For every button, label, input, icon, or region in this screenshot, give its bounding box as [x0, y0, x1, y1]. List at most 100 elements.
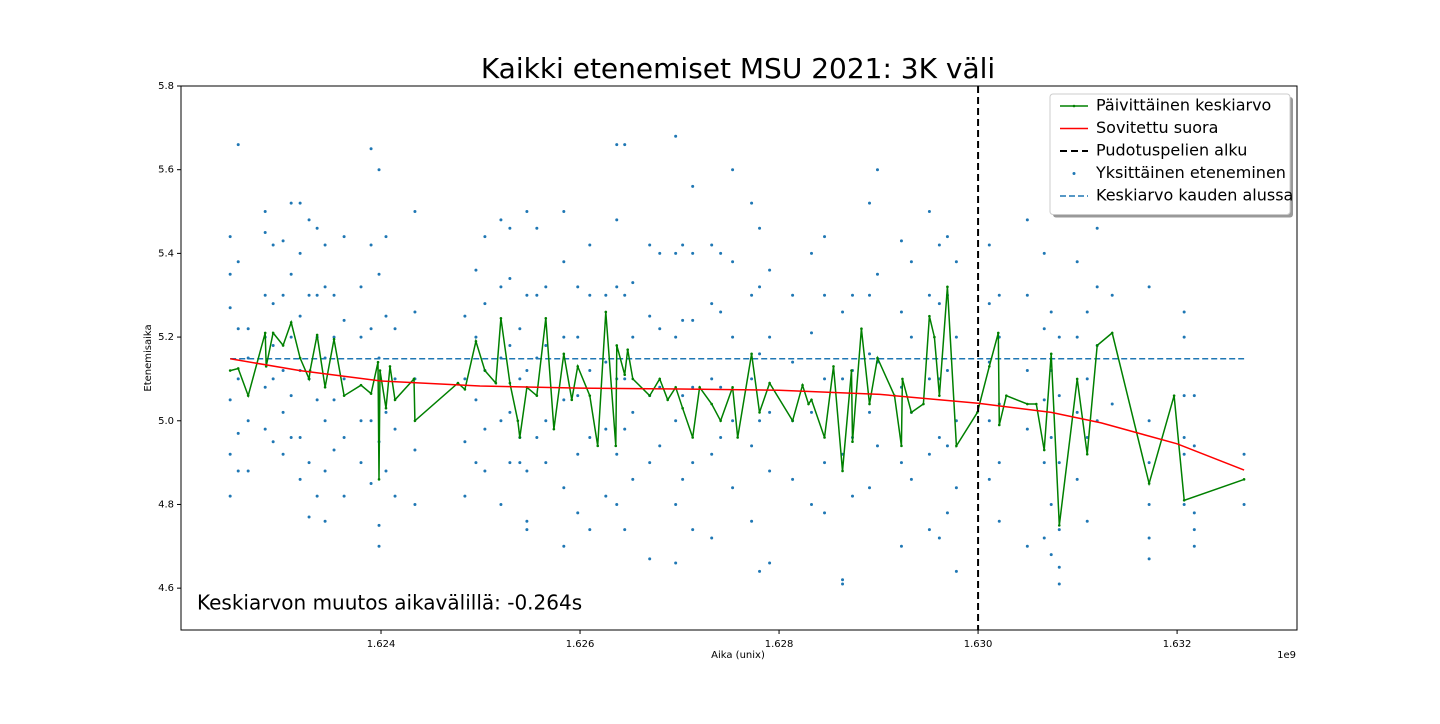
line-marker — [228, 369, 232, 372]
scatter-point — [710, 536, 714, 540]
scatter-point — [525, 293, 529, 297]
scatter-point — [1025, 293, 1029, 297]
scatter-point — [927, 293, 931, 297]
scatter-point — [987, 302, 991, 306]
line-marker — [508, 381, 512, 385]
line-marker — [535, 394, 539, 397]
line-marker — [1147, 482, 1151, 485]
line-marker — [1034, 402, 1038, 406]
scatter-point — [369, 243, 373, 247]
legend-label: Pudotuspelien alku — [1096, 141, 1247, 160]
scatter-point — [281, 410, 285, 414]
line-marker — [674, 385, 677, 389]
scatter-point — [518, 327, 522, 331]
scatter-point — [927, 528, 931, 532]
scatter-point — [246, 419, 250, 423]
line-marker — [377, 478, 381, 481]
scatter-point — [987, 243, 991, 247]
scatter-point — [750, 377, 754, 381]
line-marker — [246, 394, 250, 397]
line-marker — [1026, 402, 1029, 406]
scatter-point — [768, 469, 772, 473]
scatter-point — [263, 293, 267, 297]
line-marker — [791, 419, 794, 423]
scatter-point — [758, 226, 762, 230]
scatter-point — [393, 494, 397, 498]
scatter-point — [307, 461, 311, 465]
scatter-point — [377, 168, 381, 172]
scatter-point — [525, 528, 529, 532]
scatter-point — [263, 210, 267, 214]
line-marker — [615, 344, 619, 347]
line-marker — [841, 469, 844, 473]
scatter-point — [474, 335, 478, 339]
line-marker — [750, 352, 753, 356]
scatter-point — [289, 394, 293, 398]
scatter-point — [1075, 410, 1079, 414]
scatter-point — [576, 285, 580, 289]
scatter-point — [691, 528, 695, 532]
line-marker — [997, 423, 1001, 427]
scatter-point — [658, 444, 662, 448]
scatter-point — [332, 335, 336, 339]
scatter-point — [236, 431, 240, 435]
scatter-point — [377, 523, 381, 527]
scatter-point — [615, 218, 619, 222]
y-tick-label: 5.8 — [158, 81, 174, 92]
scatter-point — [518, 461, 522, 465]
scatter-point — [674, 502, 678, 506]
scatter-point — [909, 260, 913, 264]
scatter-point — [648, 314, 652, 318]
scatter-point — [1182, 335, 1186, 339]
scatter-point — [332, 293, 336, 297]
scatter-point — [758, 285, 762, 289]
scatter-point — [604, 360, 608, 364]
scatter-point — [576, 452, 580, 456]
line-marker — [946, 285, 949, 289]
scatter-point — [841, 377, 845, 381]
scatter-point — [1147, 419, 1151, 423]
scatter-point — [615, 502, 619, 506]
scatter-point — [1192, 394, 1196, 398]
line-marker — [1005, 394, 1008, 397]
line-marker — [588, 394, 592, 397]
scatter-point — [615, 452, 619, 456]
scatter-point — [768, 561, 772, 565]
scatter-point — [332, 448, 336, 452]
scatter-point — [954, 260, 958, 264]
line-marker — [900, 444, 903, 448]
scatter-point — [413, 448, 417, 452]
scatter-point — [1110, 402, 1114, 406]
scatter-point — [271, 243, 275, 247]
scatter-point — [927, 377, 931, 381]
line-marker — [658, 377, 662, 381]
line-marker — [666, 398, 670, 402]
scatter-point — [463, 494, 467, 498]
scatter-point — [1192, 444, 1196, 448]
scatter-point — [1242, 452, 1246, 456]
scatter-point — [997, 293, 1001, 297]
scatter-point — [228, 494, 232, 498]
x-tick-label: 1.628 — [765, 639, 794, 650]
scatter-point — [544, 419, 548, 423]
scatter-point — [604, 293, 608, 297]
line-marker — [807, 402, 810, 406]
scatter-point — [281, 452, 285, 456]
scatter-point — [525, 369, 529, 373]
scatter-point — [588, 243, 592, 247]
scatter-point — [768, 410, 772, 414]
line-marker — [544, 316, 548, 320]
scatter-point — [499, 419, 503, 423]
line-marker — [623, 373, 627, 377]
scatter-point — [1085, 377, 1089, 381]
scatter-point — [987, 419, 991, 423]
scatter-point — [681, 394, 685, 398]
legend-box — [1049, 93, 1291, 215]
scatter-point — [474, 268, 478, 272]
scatter-point — [393, 377, 397, 381]
scatter-point — [945, 444, 949, 448]
line-marker — [832, 365, 835, 368]
scatter-point — [342, 494, 346, 498]
scatter-point — [731, 486, 735, 490]
scatter-point — [588, 293, 592, 297]
